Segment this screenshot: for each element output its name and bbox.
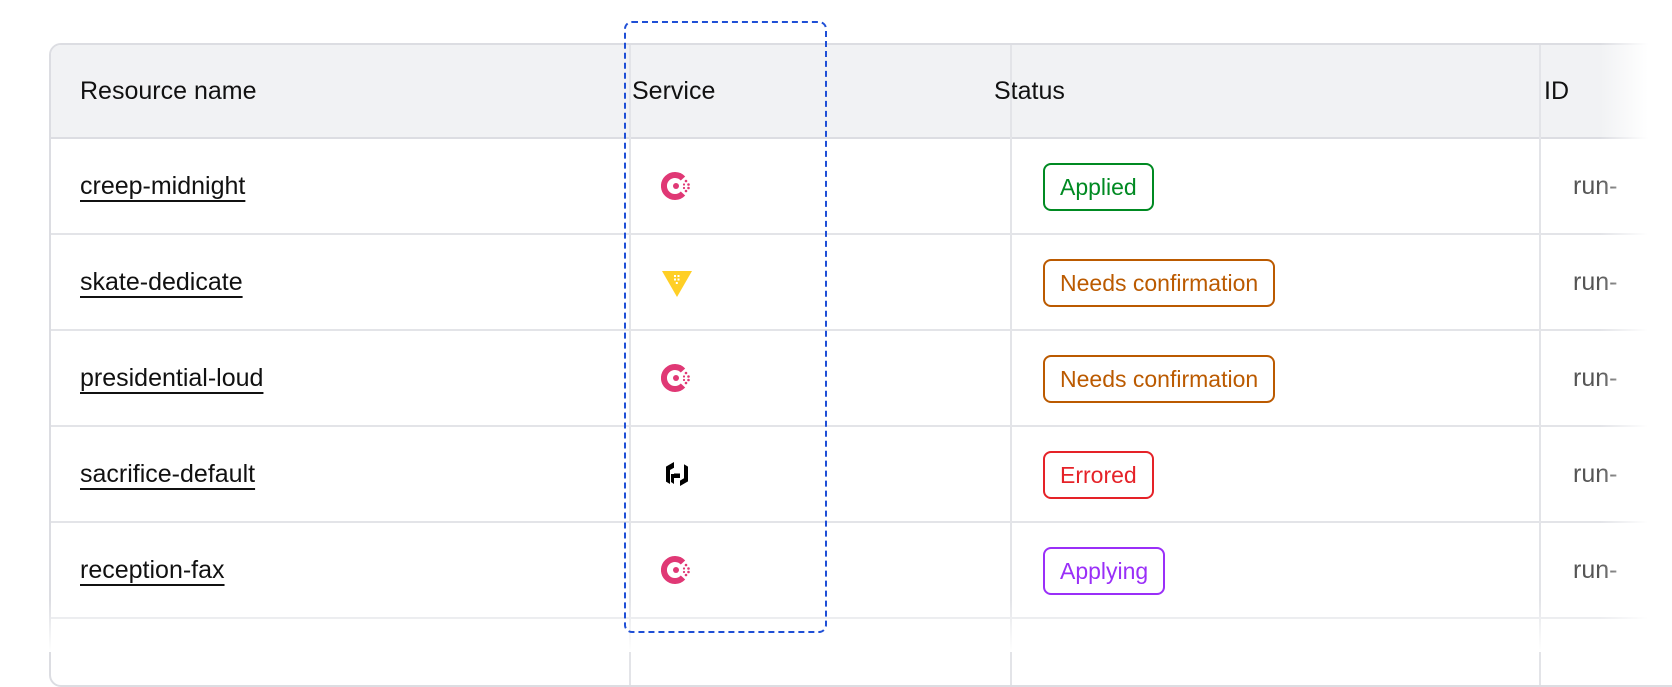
status-badge: Needs confirmation [1043,355,1276,403]
table-header: Resource name Service Status ID [51,45,1672,139]
resource-name-cell: sacrifice-default [80,427,255,521]
column-divider [1539,45,1541,685]
resource-name-link[interactable]: reception-fax [80,556,225,584]
column-header-resource-name[interactable]: Resource name [80,77,257,105]
column-divider [629,45,631,685]
column-header-service[interactable]: Service [632,77,716,105]
scroll-fade-bottom [0,600,1672,652]
resource-name-cell: skate-dedicate [80,235,243,329]
hashicorp-icon [661,458,693,490]
table-row: sacrifice-default Errored run- [51,427,1672,523]
resource-name-cell: presidential-loud [80,331,263,425]
status-badge: Needs confirmation [1043,259,1276,307]
column-header-status[interactable]: Status [994,77,1065,105]
consul-icon [660,170,693,202]
service-column-highlight [624,21,827,633]
vault-icon [661,266,693,298]
status-badge: Applied [1043,163,1154,211]
table-row: creep-midnight Applied run- [51,139,1672,235]
table-row: skate-dedicate Needs confirmation run- [51,235,1672,331]
consul-icon [660,362,693,394]
resources-table: Resource name Service Status ID creep-mi… [49,43,1672,687]
scroll-fade [1600,0,1672,652]
column-header-id[interactable]: ID [1544,77,1569,105]
resource-name-link[interactable]: presidential-loud [80,364,264,392]
resource-name-link[interactable]: sacrifice-default [80,460,256,488]
resource-name-cell: reception-fax [80,523,225,617]
column-divider [1010,45,1012,685]
resource-name-cell: creep-midnight [80,139,245,233]
table-row: presidential-loud Needs confirmation run… [51,331,1672,427]
resource-name-link[interactable]: creep-midnight [80,172,246,200]
consul-icon [660,554,693,586]
status-badge: Applying [1043,547,1166,595]
resource-name-link[interactable]: skate-dedicate [80,268,243,296]
status-badge: Errored [1043,451,1154,499]
